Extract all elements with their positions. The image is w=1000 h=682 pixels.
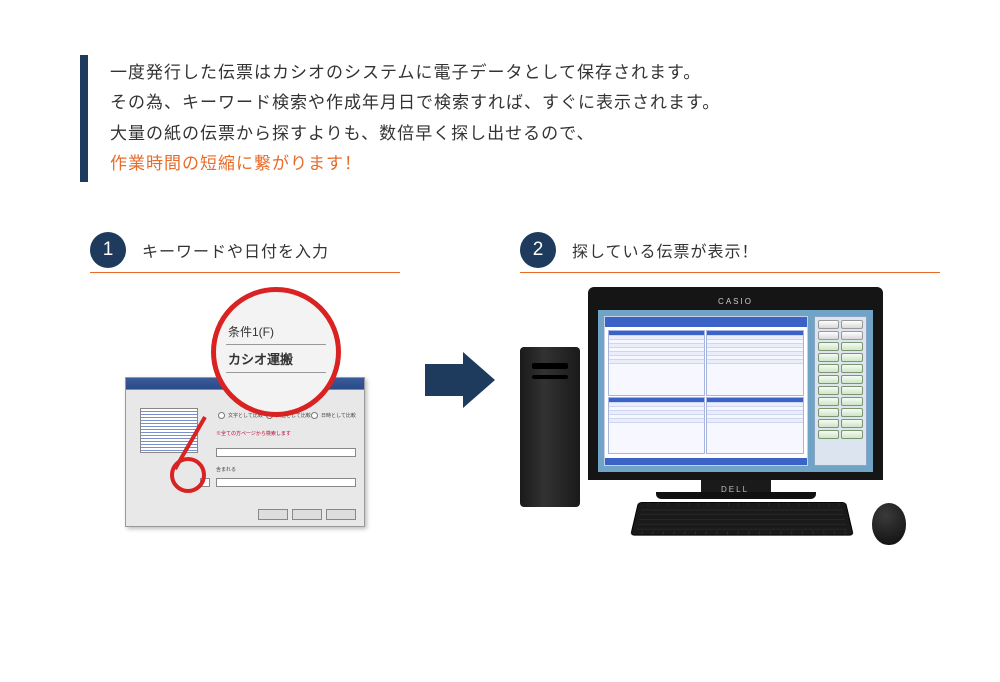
step-head: 2 探している伝票が表示！ [520, 232, 940, 273]
intro-line: 大量の紙の伝票から探すよりも、数倍早く探し出せるので、 [110, 119, 920, 149]
step-title: キーワードや日付を入力 [142, 238, 329, 262]
magnifier-large: 条件1(F) カシオ運搬 [211, 287, 341, 417]
intro-line: 一度発行した伝票はカシオのシステムに電子データとして保存されます。 [110, 58, 920, 88]
step-1: 1 キーワードや日付を入力 文字として比較 数値として比較 日時として比較 ※全… [90, 232, 400, 527]
monitor-brand: CASIO [598, 297, 873, 306]
monitor: CASIO [588, 287, 883, 499]
control-panel [814, 316, 867, 466]
arrow [400, 232, 520, 408]
step-badge: 2 [520, 232, 556, 268]
keyboard [630, 502, 854, 536]
base-brand: DELL [721, 485, 749, 494]
intro-block: 一度発行した伝票はカシオのシステムに電子データとして保存されます。 その為、キー… [80, 55, 920, 182]
intro-highlight: 作業時間の短縮に繋がります！ [110, 149, 920, 179]
lens-label: 条件1(F) [226, 319, 326, 345]
intro-line: その為、キーワード検索や作成年月日で検索すれば、すぐに表示されます。 [110, 88, 920, 118]
step-badge: 1 [90, 232, 126, 268]
step1-illustration: 文字として比較 数値として比較 日時として比較 ※全ての方ページから検索します … [115, 287, 375, 527]
step-head: 1 キーワードや日付を入力 [90, 232, 400, 273]
step-title: 探している伝票が表示！ [572, 238, 759, 262]
pc-tower [520, 347, 580, 507]
lens-keyword: カシオ運搬 [226, 345, 326, 373]
magnifier-small [170, 457, 206, 493]
mouse [872, 503, 906, 545]
voucher-document [604, 316, 808, 466]
step-2: 2 探している伝票が表示！ CASIO [520, 232, 940, 557]
step2-illustration: CASIO [520, 287, 940, 557]
